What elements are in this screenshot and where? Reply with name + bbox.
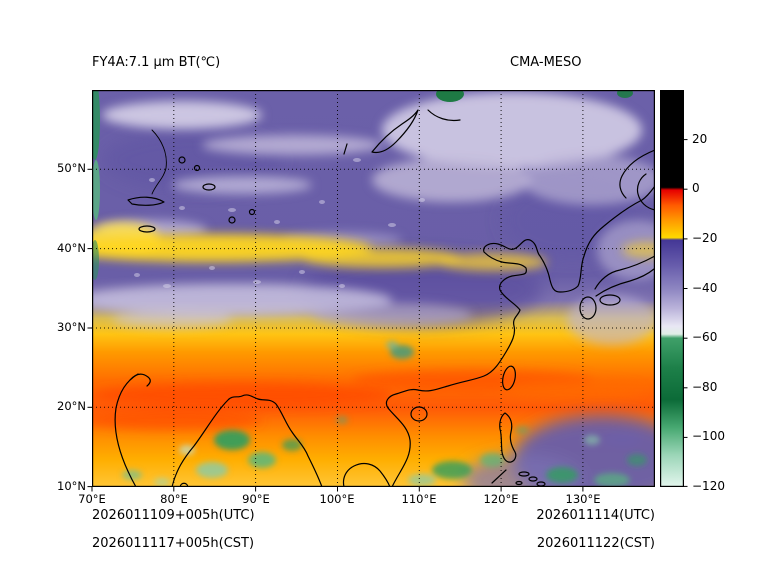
colorbar-canvas — [660, 90, 688, 487]
map-canvas — [87, 90, 655, 492]
convection-patches — [122, 341, 647, 487]
edge-green-patches — [92, 90, 633, 280]
x-tick-label: 100°E — [319, 492, 355, 506]
colorbar-tick-label: 0 — [692, 181, 700, 195]
colorbar-tick-label: 20 — [692, 132, 708, 146]
x-tick-label: 70°E — [78, 492, 106, 506]
coastlines — [114, 109, 655, 487]
colorbar-tick-label: −40 — [692, 281, 718, 295]
colorbar-tick-label: −80 — [692, 380, 718, 394]
y-tick-label: 50°N — [57, 161, 86, 175]
y-tick-label: 40°N — [57, 241, 86, 255]
valid-time-cst: 2026011122(CST) — [536, 536, 655, 551]
bt-field — [92, 90, 655, 487]
y-tick-label: 20°N — [57, 399, 86, 413]
warm-red-streaks — [92, 370, 642, 430]
init-time-cst: 2026011117+005h(CST) — [92, 536, 255, 551]
x-tick-label: 110°E — [401, 492, 437, 506]
x-tick-label: 80°E — [160, 492, 188, 506]
colorbar-tick-label: −100 — [692, 429, 725, 443]
colorbar-ticks — [684, 139, 688, 487]
x-tick-label: 130°E — [565, 492, 601, 506]
x-tick-label: 120°E — [483, 492, 519, 506]
cloud-speckles — [134, 158, 425, 288]
y-tick-label: 10°N — [57, 479, 86, 493]
colorbar-gradient — [660, 90, 684, 487]
axes-frame — [87, 90, 655, 492]
model-label: CMA-MESO — [510, 55, 582, 70]
y-tick-label: 30°N — [57, 320, 86, 334]
yellow-band — [92, 222, 655, 271]
map-panel — [87, 90, 655, 492]
figure-title: FY4A:7.1 μm BT(℃) — [92, 55, 221, 70]
init-time-utc: 2026011109+005h(UTC) — [92, 508, 255, 523]
colorbar-tick-label: −20 — [692, 231, 718, 245]
valid-time-utc: 2026011114(UTC) — [536, 508, 655, 523]
colorbar — [660, 90, 700, 487]
colorbar-tick-label: −60 — [692, 330, 718, 344]
colorbar-tick-label: −120 — [692, 479, 725, 493]
x-tick-label: 90°E — [242, 492, 270, 506]
